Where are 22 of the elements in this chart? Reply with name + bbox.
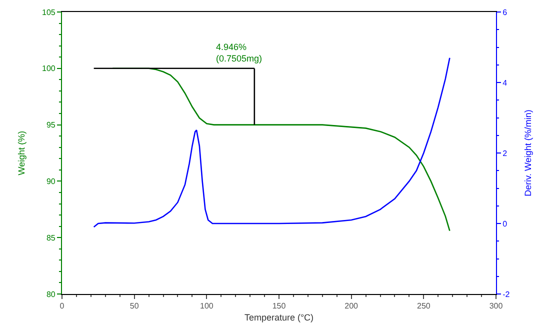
x-tick-label: 150: [272, 302, 286, 311]
y-axis-title: Weight (%): [16, 130, 26, 176]
y2-tick-label: 6: [502, 8, 508, 17]
y2-tick-label: 2: [502, 148, 508, 158]
y-tick-label: 100: [42, 64, 56, 74]
x-tick-label: 100: [200, 302, 214, 311]
y-tick-label: 80: [46, 290, 56, 299]
y2-tick-label: 0: [502, 219, 508, 228]
x-tick-label: 250: [416, 302, 431, 311]
y2-tick-label: -2: [502, 290, 510, 299]
y-tick-label: 105: [42, 8, 56, 17]
x-tick-label: 200: [344, 302, 359, 311]
y-tick-label: 85: [46, 233, 56, 242]
annotation: 4.946% (0.7505mg): [216, 42, 262, 64]
y-tick-label: 90: [46, 177, 56, 186]
y-tick-label: 95: [46, 120, 56, 130]
x-axis-title: Temperature (°C): [244, 312, 314, 322]
x-tick-label: 300: [489, 302, 504, 311]
x-tick-label: 50: [130, 302, 140, 311]
x-tick-label: 0: [60, 302, 65, 311]
y2-tick-label: 4: [502, 78, 508, 88]
y2-axis-title: Deriv. Weight (%/min): [523, 110, 534, 196]
